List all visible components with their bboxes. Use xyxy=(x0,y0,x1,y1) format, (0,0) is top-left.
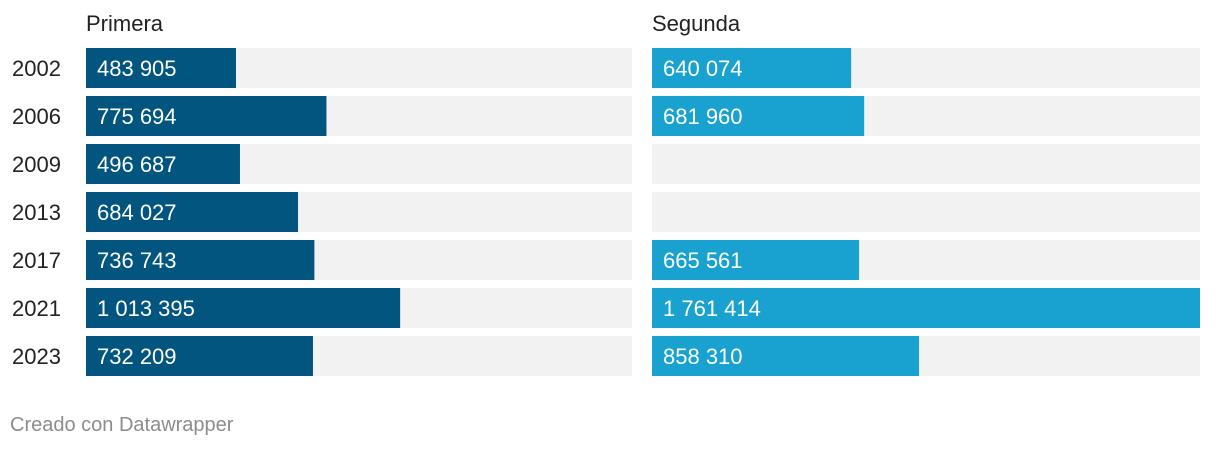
bar-track-segunda-2013 xyxy=(652,192,1200,232)
bar-track-segunda-2009 xyxy=(652,144,1200,184)
bar-segunda-2021 xyxy=(652,288,1200,328)
category-label-2013: 2013 xyxy=(12,200,61,225)
value-label-primera-2002: 483 905 xyxy=(97,56,177,81)
bar-primera-2023 xyxy=(86,336,313,376)
series-title-primera: Primera xyxy=(86,11,164,36)
category-label-2006: 2006 xyxy=(12,104,61,129)
value-label-primera-2009: 496 687 xyxy=(97,152,177,177)
value-label-segunda-2023: 858 310 xyxy=(663,344,743,369)
category-label-2017: 2017 xyxy=(12,248,61,273)
value-label-primera-2021: 1 013 395 xyxy=(97,296,195,321)
bar-primera-2002 xyxy=(86,48,237,88)
bar-primera-2006 xyxy=(86,96,327,136)
bar-segunda-2017 xyxy=(652,240,860,280)
value-label-primera-2017: 736 743 xyxy=(97,248,177,273)
category-label-2002: 2002 xyxy=(12,56,61,81)
category-label-2023: 2023 xyxy=(12,344,61,369)
category-label-2021: 2021 xyxy=(12,296,61,321)
value-label-primera-2006: 775 694 xyxy=(97,104,177,129)
bar-primera-2021 xyxy=(86,288,401,328)
value-label-segunda-2006: 681 960 xyxy=(663,104,743,129)
value-label-primera-2023: 732 209 xyxy=(97,344,177,369)
value-label-segunda-2021: 1 761 414 xyxy=(663,296,761,321)
value-label-segunda-2002: 640 074 xyxy=(663,56,743,81)
bar-primera-2017 xyxy=(86,240,315,280)
category-label-2009: 2009 xyxy=(12,152,61,177)
bar-segunda-2023 xyxy=(652,336,920,376)
value-label-segunda-2017: 665 561 xyxy=(663,248,743,273)
series-title-segunda: Segunda xyxy=(652,11,741,36)
bar-primera-2009 xyxy=(86,144,240,184)
footer-credit: Creado con Datawrapper xyxy=(10,414,234,436)
bar-segunda-2002 xyxy=(652,48,852,88)
bar-primera-2013 xyxy=(86,192,299,232)
value-label-primera-2013: 684 027 xyxy=(97,200,177,225)
bar-segunda-2006 xyxy=(652,96,865,136)
